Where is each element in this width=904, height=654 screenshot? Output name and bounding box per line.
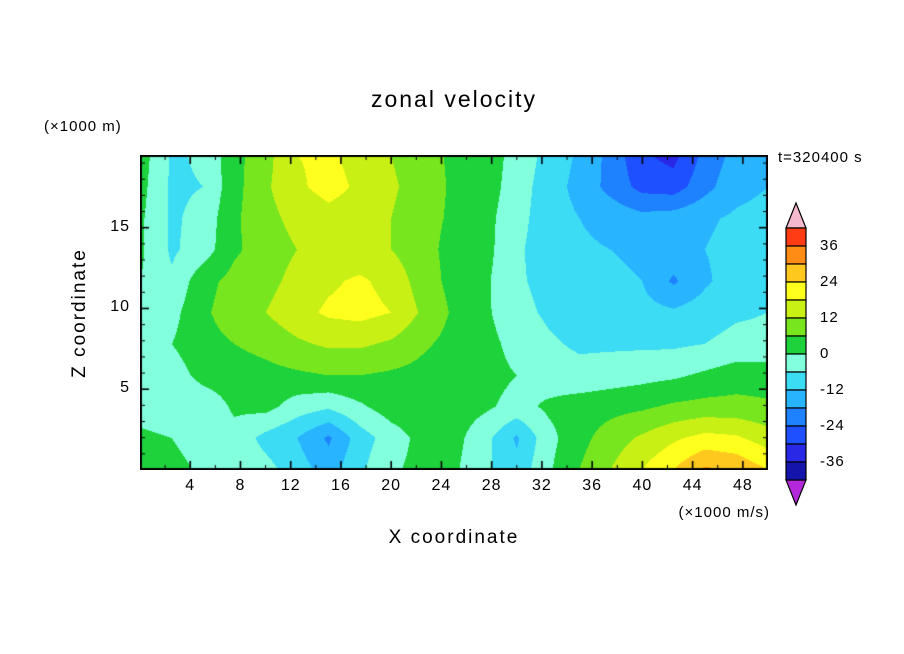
colorbar-segment [785, 227, 807, 247]
time-label: t=320400 s [778, 149, 863, 166]
colorbar: 36 24 12 0 -12 -24 -36 [780, 195, 904, 525]
x-axis-title: X coordinate [388, 527, 520, 548]
x-tick-label: 40 [632, 477, 653, 494]
colorbar-tick-label: 0 [820, 345, 830, 362]
colorbar-segment [785, 317, 807, 337]
colorbar-unit-label: (×1000 m/s) [678, 504, 770, 521]
x-tick-label: 48 [732, 477, 753, 494]
colorbar-tick-label: 24 [820, 273, 839, 290]
y-tick-label: 5 [120, 379, 130, 397]
x-tick-label: 16 [331, 477, 351, 494]
colorbar-segment [785, 407, 807, 427]
colorbar-segment [785, 443, 807, 463]
colorbar-segment [785, 353, 807, 373]
colorbar-segment [785, 335, 807, 355]
x-tick-label: 36 [582, 477, 603, 494]
colorbar-segment [785, 299, 807, 319]
colorbar-over-arrow [785, 201, 807, 229]
colorbar-under-arrow [785, 479, 807, 507]
plot-title: zonal velocity [370, 86, 538, 112]
contour-plot-canvas [140, 155, 768, 470]
colorbar-svg [785, 201, 807, 507]
x-tick-label: 44 [682, 477, 703, 494]
y-axis-unit-label: (×1000 m) [44, 118, 122, 135]
colorbar-tick-label: 12 [820, 309, 839, 326]
x-tick-label: 24 [431, 477, 452, 494]
x-tick-label: 12 [280, 477, 301, 494]
y-axis-title: Z coordinate [69, 248, 90, 378]
colorbar-segment [785, 263, 807, 283]
colorbar-tick-label: -36 [820, 453, 845, 470]
x-tick-label: 4 [185, 477, 196, 494]
colorbar-segment [785, 389, 807, 409]
colorbar-segment [785, 461, 807, 481]
colorbar-tick-label: -12 [820, 381, 845, 398]
colorbar-segment [785, 425, 807, 445]
x-tick-label: 20 [381, 477, 402, 494]
y-tick-label: 10 [110, 298, 130, 316]
x-tick-label: 32 [532, 477, 552, 494]
x-tick-label: 28 [481, 477, 502, 494]
x-tick-label: 8 [235, 477, 246, 494]
colorbar-segment [785, 245, 807, 265]
colorbar-segment [785, 371, 807, 391]
y-tick-label: 15 [110, 217, 130, 235]
colorbar-segment [785, 281, 807, 301]
colorbar-tick-label: -24 [820, 417, 845, 434]
colorbar-tick-label: 36 [820, 237, 839, 254]
